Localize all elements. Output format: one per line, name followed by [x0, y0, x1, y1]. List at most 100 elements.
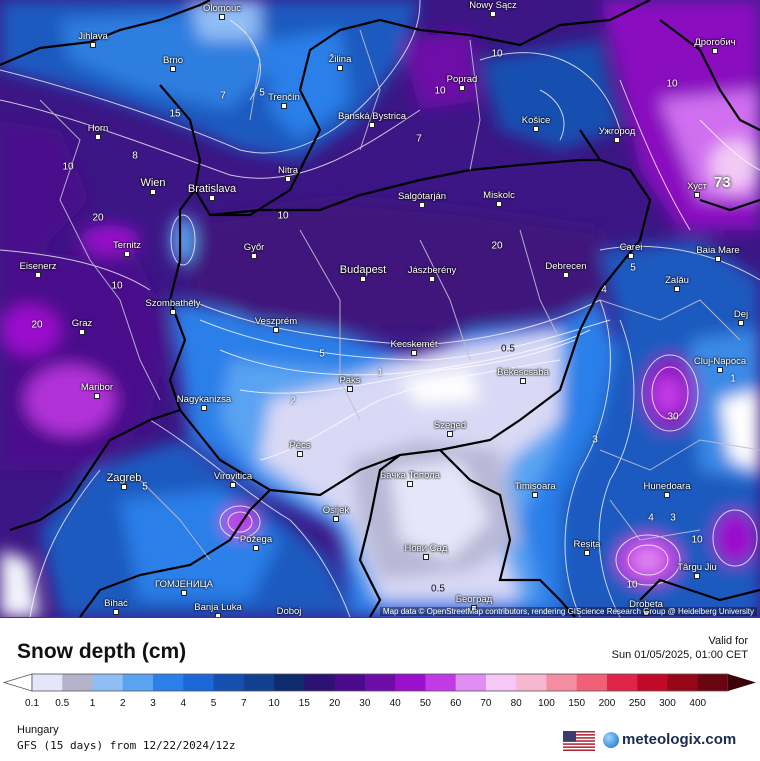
- contour-label: 15: [169, 108, 181, 120]
- city-label: Београд: [455, 594, 493, 605]
- city-marker: [121, 484, 127, 490]
- city-marker: [253, 545, 259, 551]
- legend-swatch: [304, 674, 336, 691]
- city-marker: [347, 386, 353, 392]
- contour-label: 8: [132, 150, 138, 162]
- contour-label: 0.5: [501, 343, 515, 355]
- contour-label: 2: [290, 395, 296, 407]
- city-label: Szombathely: [145, 298, 201, 309]
- city-marker: [694, 192, 700, 198]
- city-label: Бачка Топола: [380, 470, 440, 481]
- contour-label: 1: [377, 367, 383, 379]
- legend-swatch: [455, 674, 487, 691]
- legend-tick-label: 4: [181, 698, 187, 709]
- city-label: Szeged: [433, 420, 467, 431]
- city-label: Nowy Sącz: [469, 0, 517, 11]
- contour-label: 20: [31, 319, 43, 331]
- city-label: Nagykanizsa: [176, 394, 232, 405]
- city-label: Jihlava: [78, 31, 108, 42]
- city-label: Zagreb: [106, 472, 142, 484]
- city-marker: [251, 253, 257, 259]
- legend-swatch: [32, 674, 63, 691]
- city-label: Дрогобич: [694, 37, 736, 48]
- city-label: Trenčín: [268, 92, 300, 103]
- legend-swatch: [153, 674, 184, 691]
- city-marker: [419, 202, 425, 208]
- city-label: Veszprém: [254, 316, 298, 327]
- legend-tick-label: 400: [689, 698, 706, 709]
- legend-swatch: [92, 674, 124, 691]
- city-label: Cluj-Napoca: [693, 356, 747, 367]
- map-canvas: [0, 0, 760, 617]
- snow-depth-map[interactable]: Olomouc Nowy Sącz Jihlava Brno Žilina Дрогоби…: [0, 0, 760, 617]
- city-marker: [628, 253, 634, 259]
- legend-tick-label: 0.1: [25, 698, 39, 709]
- legend-tick-label: 3: [150, 698, 156, 709]
- legend-tick-label: 40: [390, 698, 402, 709]
- city-label: Ternitz: [113, 240, 141, 251]
- city-marker: [150, 189, 156, 195]
- city-marker: [490, 11, 496, 17]
- city-marker: [333, 516, 339, 522]
- contour-label: 10: [666, 78, 678, 90]
- contour-label: 4: [648, 512, 654, 524]
- city-marker: [614, 137, 620, 143]
- legend-tick-label: 80: [511, 698, 523, 709]
- legend-tick-label: 7: [241, 698, 247, 709]
- city-marker: [447, 431, 453, 437]
- city-label: Požega: [239, 534, 273, 545]
- map-footer: Snow depth (cm) Valid for Sun 01/05/2025…: [0, 617, 760, 761]
- city-marker: [273, 327, 279, 333]
- contour-label: 10: [691, 534, 703, 546]
- city-marker: [337, 65, 343, 71]
- city-label: Drobeta: [629, 599, 663, 610]
- contour-label: 5: [319, 348, 325, 360]
- brand-logo[interactable]: meteologix.com: [603, 731, 736, 748]
- legend-swatch: [213, 674, 245, 691]
- legend-tick-label: 200: [599, 698, 616, 709]
- city-marker: [471, 605, 477, 611]
- city-label: Нови Сад: [404, 543, 448, 554]
- legend-swatch: [334, 674, 366, 691]
- city-marker: [423, 554, 429, 560]
- brand-name: meteologix.com: [622, 731, 737, 748]
- contour-lines: [0, 0, 760, 617]
- legend-tick-label: 20: [329, 698, 341, 709]
- city-marker: [520, 378, 526, 384]
- contour-label: 10: [626, 579, 638, 591]
- city-marker: [717, 367, 723, 373]
- legend-tick-label: 5: [211, 698, 217, 709]
- contour-label: 4: [601, 284, 607, 296]
- city-label: Nitra: [277, 165, 299, 176]
- legend-tick-label: 100: [538, 698, 555, 709]
- city-label: Salgótarján: [397, 191, 447, 202]
- region-borders: [39, 19, 760, 561]
- city-label: Bratislava: [187, 183, 237, 195]
- city-label: Jászberény: [407, 265, 457, 276]
- city-label: ГОМЈЕНИЦА: [154, 579, 214, 590]
- city-marker: [664, 492, 670, 498]
- city-label: Dej: [733, 309, 749, 320]
- legend-swatch: [485, 674, 517, 691]
- contour-label: 30: [667, 411, 679, 423]
- legend-tick-label: 2: [120, 698, 126, 709]
- city-label: Carei: [619, 242, 643, 253]
- city-label: Horn: [87, 123, 109, 134]
- contour-label: 5: [142, 481, 148, 493]
- city-marker: [407, 481, 413, 487]
- city-label: Békéscsaba: [497, 367, 549, 378]
- legend-swatch: [364, 674, 396, 691]
- city-marker: [219, 14, 225, 20]
- city-label: Târgu Jiu: [677, 562, 717, 573]
- city-marker: [285, 176, 291, 182]
- city-marker: [712, 48, 718, 54]
- map-attribution[interactable]: Map data © OpenStreetMap contributors, r…: [379, 607, 757, 616]
- city-label: Doboj: [276, 606, 302, 617]
- city-label: Ужгород: [598, 126, 636, 137]
- city-marker: [411, 350, 417, 356]
- city-marker: [215, 613, 221, 617]
- us-flag-icon[interactable]: [563, 731, 595, 751]
- city-marker: [281, 103, 287, 109]
- city-label: Maribor: [80, 382, 114, 393]
- legend-tick-label: 70: [480, 698, 492, 709]
